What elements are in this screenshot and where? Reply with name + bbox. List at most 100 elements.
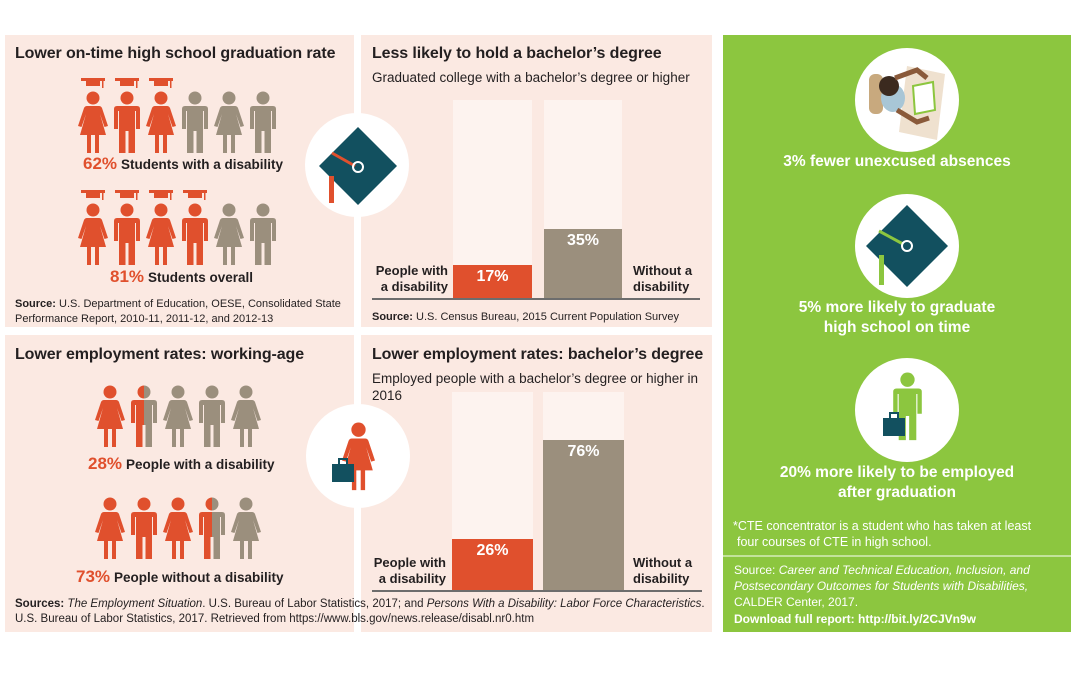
employment-icons-no-disability [95,497,261,559]
footnote-line: *CTE concentrator is a student who has t… [733,519,1032,533]
female-graduate-icon [78,78,108,153]
graduation-panel [5,35,354,327]
cte-footnote: *CTE concentrator is a student who has t… [733,518,1063,550]
male-graduate-icon [182,190,208,265]
cte-stat-line: 20% more likely to be employed [779,464,1015,481]
stat-label: Students overall [148,270,254,285]
employed-person-circle [855,358,959,462]
employment-working-age-panel [5,335,354,632]
graduation-stat-overall: 81% Students overall [110,267,253,287]
source-text: U.S. Census Bureau, 2015 Current Populat… [416,311,679,323]
bar-label-right: Without a disability [633,555,693,586]
employment-sources: Sources: The Employment Situation. U.S. … [15,597,705,627]
source-title: The Employment Situation [67,598,203,610]
female-person-icon [163,385,193,447]
source-title: Persons With a Disability: Labor Force C… [426,598,702,610]
bar-without-disability: 76% [543,440,624,590]
source-text: U.S. Department of Education, OESE, Cons… [15,298,341,325]
employment-bachelors-subtitle: Employed people with a bachelor’s degree… [372,371,698,403]
bar-value: 35% [566,232,600,249]
employment-stat-no-disability: 73% People without a disability [76,567,284,587]
stat-percent: 73% [76,567,111,586]
stat-label: Students with a disability [121,157,284,172]
grad-cap-green-circle [855,194,959,298]
source-text: . U.S. Bureau of Labor Statistics, 2017.… [15,598,705,625]
male-person-half-icon [131,385,157,447]
graduation-source: Source: U.S. Department of Education, OE… [15,297,350,327]
bar-value: 76% [567,443,600,460]
bar-without-disability: 35% [544,229,622,298]
bachelors-title: Less likely to hold a bachelor’s degree [372,45,662,62]
bachelors-subtitle: Graduated college with a bachelor’s degr… [372,70,690,85]
female-person-icon [231,385,261,447]
male-person-icon [199,385,225,447]
bachelors-panel [361,35,712,327]
cte-stat-line: 5% more likely to graduate [798,299,996,316]
source-label: Source: [15,298,56,310]
bar-value: 17% [476,268,509,285]
cte-stat-line: after graduation [838,484,956,501]
male-person-icon [182,91,208,153]
bar-label-left: People with a disability [373,555,446,586]
cte-stat-employed: 20% more likely to be employed after gra… [723,463,1071,503]
employment-icons-disability [95,385,261,447]
male-person-half-icon [199,497,225,559]
bar-label-right: Without a disability [633,263,693,294]
graduation-stat-disability: 62% Students with a disability [83,154,283,174]
source-text: . U.S. Bureau of Labor Statistics, 2017;… [202,598,427,610]
graduation-title: Lower on-time high school graduation rat… [15,45,336,62]
source-title: Career and Technical Education, Inclusio… [734,563,1030,593]
bar-with-disability: 17% [453,265,532,298]
cte-stat-graduate: 5% more likely to graduate high school o… [723,298,1071,338]
graduation-icons-overall [78,190,278,266]
woman-with-briefcase-icon [332,422,375,491]
employment-bachelors-title: Lower employment rates: bachelor’s degre… [372,346,704,363]
bar-value: 26% [476,542,509,559]
male-graduate-icon [114,78,140,153]
person-with-briefcase-icon [883,372,922,441]
female-graduate-icon [78,190,108,265]
female-person-icon [163,497,193,559]
chart-baseline [372,298,700,300]
stat-label: People without a disability [114,570,284,585]
graduation-icons-disability [78,78,278,154]
footnote-line: four courses of CTE in high school. [737,535,932,549]
stat-label: People with a disability [126,457,275,472]
stat-percent: 62% [83,154,118,173]
female-graduate-icon [146,190,176,265]
female-person-icon [231,497,261,559]
employment-stat-disability: 28% People with a disability [88,454,275,474]
student-desk-circle [855,48,959,152]
female-person-icon [214,203,244,265]
cte-download-link[interactable]: Download full report: http://bit.ly/2CJV… [734,612,976,626]
female-person-icon [214,91,244,153]
graduation-cap-icon [319,127,397,205]
cte-stat-line: high school on time [823,319,971,336]
source-org: CALDER Center, 2017. [734,595,859,609]
male-person-icon [250,203,276,265]
employment-bachelors-panel [361,335,712,632]
bar-with-disability: 26% [452,539,533,590]
male-graduate-icon [114,190,140,265]
male-person-icon [131,497,157,559]
bachelors-source: Source: U.S. Census Bureau, 2015 Current… [372,310,679,325]
male-person-icon [250,91,276,153]
working-woman-circle [306,404,410,508]
source-label: Source: [372,311,413,323]
cte-divider [723,555,1071,557]
grad-cap-circle [305,113,409,217]
female-graduate-icon [146,78,176,153]
female-person-icon [95,497,125,559]
employment-working-age-title: Lower employment rates: working-age [15,346,305,363]
stat-percent: 28% [88,454,123,473]
source-label: Source: [734,563,779,577]
stat-percent: 81% [110,267,145,286]
female-person-icon [95,385,125,447]
bar-label-left: People with a disability [375,263,448,294]
cte-stat-absences: 3% fewer unexcused absences [783,153,1011,170]
graduation-cap-icon [866,205,948,287]
student-at-desk-icon [869,66,945,140]
chart-baseline [372,590,702,592]
cte-source: Source: Career and Technical Education, … [734,562,1064,610]
source-label: Sources: [15,598,65,610]
